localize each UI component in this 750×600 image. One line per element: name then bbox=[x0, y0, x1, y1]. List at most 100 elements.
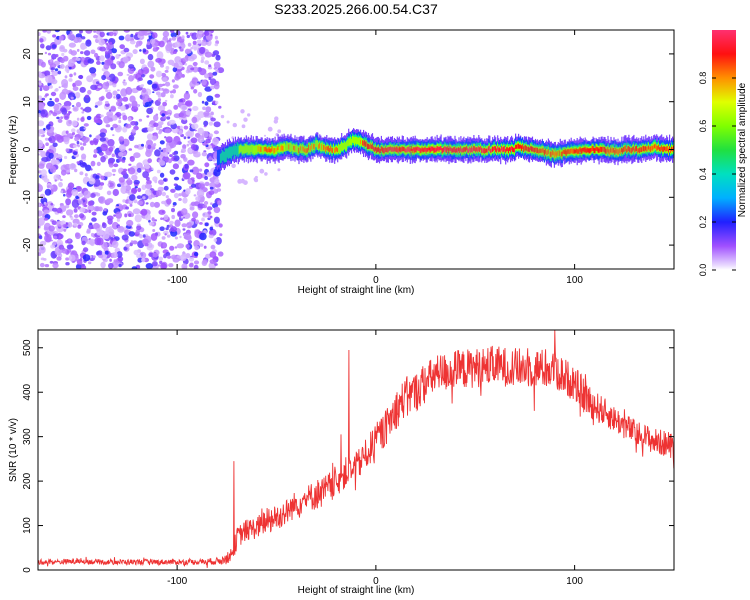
spectrogram-noise-cell bbox=[52, 34, 57, 38]
spectrogram-ridge-cell bbox=[259, 146, 261, 152]
spectrogram-noise-cell bbox=[145, 183, 153, 189]
spectrogram-ridge-cell bbox=[386, 147, 388, 153]
spectrogram-noise-cell bbox=[125, 243, 131, 248]
spectrogram-ridge-cell bbox=[327, 146, 329, 151]
spectrogram-ridge-cell bbox=[292, 144, 294, 155]
spectrogram-ridge-cell bbox=[434, 146, 436, 153]
spectrogram-ridge-cell bbox=[363, 140, 365, 146]
spectrogram-noise-cell bbox=[59, 178, 63, 182]
spectrogram-noise-cell bbox=[54, 179, 57, 182]
spectrogram-noise-cell bbox=[137, 257, 143, 263]
spectrogram-noise-cell bbox=[112, 123, 118, 129]
spectrogram-noise-cell bbox=[100, 114, 104, 118]
snr-x-tick-label: 0 bbox=[373, 576, 379, 587]
colorbar-tick-label: 0.4 bbox=[698, 168, 708, 181]
spectrogram-noise-cell bbox=[182, 172, 191, 180]
spectrogram-noise-cell bbox=[153, 201, 160, 208]
spectrogram-ridge-cell bbox=[668, 148, 670, 153]
spectrogram-noise-cell bbox=[105, 71, 110, 77]
spectrogram-ridge-cell bbox=[577, 149, 579, 154]
spectrogram-noise-cell bbox=[126, 219, 134, 227]
spectrogram-noise-cell bbox=[210, 85, 215, 90]
spectrogram-noise-cell bbox=[145, 189, 152, 196]
spectrogram-ridge-cell bbox=[513, 147, 515, 153]
spectrogram-ridge-cell bbox=[276, 147, 278, 152]
spectrogram-noise-cell bbox=[125, 179, 133, 186]
spectrogram-noise-cell bbox=[196, 189, 205, 198]
spectrogram-ridge-cell bbox=[563, 150, 565, 154]
spectrogram-noise-cell bbox=[146, 139, 153, 146]
spectrogram-noise-cell bbox=[93, 115, 101, 124]
spectrogram-ridge-cell bbox=[444, 146, 446, 151]
spectrogram-ridge-cell bbox=[359, 137, 361, 146]
spectrogram-ridge-cell bbox=[552, 151, 554, 156]
spectrogram-ridge-cell bbox=[425, 148, 427, 154]
spectrogram-ridge-cell bbox=[594, 148, 596, 154]
spectrogram-ridge-cell bbox=[281, 144, 283, 151]
spectrogram-noise-cell bbox=[190, 201, 196, 206]
spectrogram-ridge-cell bbox=[218, 149, 221, 165]
spectrogram-noise-cell bbox=[118, 144, 126, 152]
spectrogram-ridge-cell bbox=[508, 148, 510, 154]
spectrogram-ridge-cell bbox=[456, 147, 458, 153]
spectrogram-ridge-cell bbox=[309, 143, 311, 153]
spectrogram-noise-cell bbox=[158, 209, 166, 215]
spectrogram-noise-cell bbox=[68, 239, 71, 242]
spectrogram-noise-cell bbox=[195, 82, 200, 86]
spectrogram-noise-cell bbox=[38, 113, 42, 118]
spectrogram-ridge-cell bbox=[385, 148, 387, 153]
spectrogram-noise-cell bbox=[119, 44, 125, 50]
spectrogram-noise-cell bbox=[241, 124, 246, 129]
spectrogram-noise-cell bbox=[83, 127, 87, 130]
spectrogram-noise-cell bbox=[204, 60, 210, 65]
spectrogram-ridge-cell bbox=[499, 147, 501, 152]
snr-plot-area bbox=[38, 330, 674, 568]
spectrogram-ridge-cell bbox=[493, 146, 495, 151]
spectrogram-noise-cell bbox=[137, 187, 142, 193]
spectrogram-noise-cell bbox=[101, 74, 106, 81]
spectrogram-noise-cell bbox=[145, 263, 154, 269]
spectrogram-noise-cell bbox=[159, 260, 163, 265]
spectrogram-noise-cell bbox=[157, 98, 162, 102]
spectrogram-noise-cell bbox=[97, 184, 103, 190]
spectrogram-x-tick-label: 100 bbox=[566, 275, 583, 286]
spectrogram-ridge-cell bbox=[587, 148, 589, 153]
spectrogram-ridge-cell bbox=[222, 151, 224, 161]
spectrogram-ridge-cell bbox=[405, 148, 407, 153]
spectrogram-noise-cell bbox=[167, 158, 173, 164]
spectrogram-noise-cell bbox=[45, 142, 49, 146]
spectrogram-ridge-cell bbox=[526, 147, 529, 152]
spectrogram-ridge-cell bbox=[650, 146, 652, 152]
spectrogram-noise-cell bbox=[199, 68, 207, 76]
spectrogram-noise-cell bbox=[267, 126, 273, 132]
spectrogram-noise-cell bbox=[193, 251, 199, 257]
spectrogram-ridge-cell bbox=[465, 147, 467, 152]
spectrogram-ridge-cell bbox=[244, 143, 246, 154]
spectrogram-noise-cell bbox=[133, 249, 139, 256]
spectrogram-noise-cell bbox=[167, 113, 171, 117]
spectrogram-noise-cell bbox=[65, 257, 70, 261]
spectrogram-noise-cell bbox=[38, 217, 45, 226]
spectrogram-noise-cell bbox=[188, 257, 195, 262]
spectrogram-ridge-cell bbox=[447, 146, 449, 151]
spectrogram-noise-cell bbox=[73, 222, 78, 227]
spectrogram-noise-cell bbox=[72, 144, 77, 148]
spectrogram-noise-cell bbox=[43, 201, 47, 205]
spectrogram-noise-cell bbox=[131, 174, 138, 181]
spectrogram-noise-cell bbox=[160, 72, 167, 77]
spectrogram-noise-cell bbox=[151, 135, 157, 141]
spectrogram-ridge-cell bbox=[318, 144, 320, 149]
spectrogram-ridge-cell bbox=[226, 148, 228, 158]
spectrogram-ridge-cell bbox=[335, 147, 337, 153]
spectrogram-noise-cell bbox=[100, 175, 105, 181]
spectrogram-ridge-cell bbox=[421, 146, 423, 152]
spectrogram-ridge-cell bbox=[401, 146, 403, 152]
spectrogram-noise-cell bbox=[204, 162, 210, 168]
spectrogram-noise-cell bbox=[73, 208, 78, 213]
spectrogram-noise-cell bbox=[192, 211, 199, 219]
spectrogram-ridge-cell bbox=[643, 145, 645, 152]
figure-title: S233.2025.266.00.54.C37 bbox=[274, 1, 438, 17]
spectrogram-noise-cell bbox=[38, 95, 43, 99]
spectrogram-ridge-cell bbox=[655, 143, 657, 149]
spectrogram-ridge-cell bbox=[518, 143, 520, 149]
